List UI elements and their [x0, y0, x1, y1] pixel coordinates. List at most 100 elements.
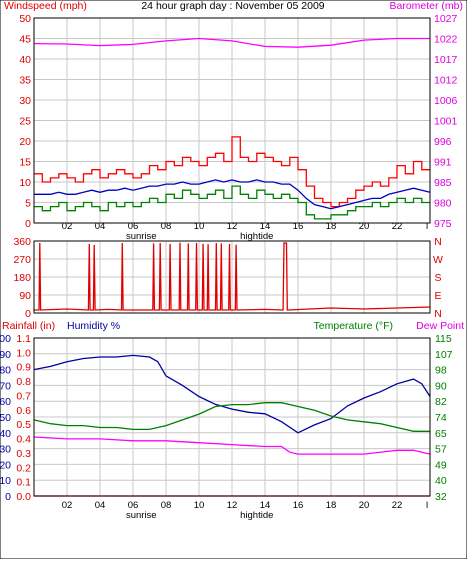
temperature-axis-label: Temperature (°F)	[314, 320, 393, 332]
wind-x-tick-label: 16	[293, 221, 304, 232]
rainfall-axis-label: Rainfall (in)	[2, 320, 55, 332]
humidity-line	[33, 354, 431, 434]
temperature-line	[33, 402, 430, 432]
rain-y-tick-label: 0.7	[16, 390, 31, 402]
wind-x-tick-label: 12	[227, 221, 238, 232]
climate-x-tick-label: l	[426, 500, 428, 511]
rain-y-tick-label: 0.2	[16, 462, 31, 474]
wind-x-tick-label: 20	[359, 221, 370, 232]
humidity-y-tick-label: 70	[0, 380, 11, 392]
direction-y-tick-label: 0	[25, 308, 31, 320]
wind-y-tick-label: 15	[19, 157, 31, 169]
direction-compass-label: W	[433, 254, 443, 266]
humidity-y-tick-label: 80	[0, 365, 11, 377]
temperature-y-tick-label: 65	[435, 428, 447, 440]
wind-x-tick-label: 14	[260, 221, 271, 232]
gust-line	[34, 136, 430, 208]
windspeed-axis-label: Windspeed (mph)	[4, 0, 87, 12]
climate-x-tick-label: 12	[227, 500, 238, 511]
rain-y-tick-label: 0.9	[16, 362, 31, 374]
climate-x-tick-label: 20	[359, 500, 370, 511]
humidity-y-tick-label: 20	[0, 459, 11, 471]
tick-label-layer: 0510152025303540455097598098599199610011…	[0, 13, 458, 521]
barometer-axis-label: Barometer (mb)	[389, 0, 463, 12]
humidity-y-tick-label: 60	[0, 396, 11, 408]
baro-y-tick-label: 1006	[434, 95, 458, 107]
baro-y-tick-label: 1022	[434, 34, 458, 46]
wind-y-tick-label: 40	[19, 54, 31, 66]
wind-x-tick-label: 02	[62, 221, 73, 232]
baro-y-tick-label: 1027	[434, 13, 458, 25]
temperature-y-tick-label: 82	[435, 396, 447, 408]
frame-layer	[33, 17, 431, 497]
baro-y-tick-label: 1017	[434, 54, 458, 66]
climate-x-tick-label: 08	[161, 500, 172, 511]
wind-x-tick-label: 04	[95, 221, 106, 232]
humidity-y-tick-label: 30	[0, 444, 11, 456]
temperature-y-tick-label: 107	[435, 349, 453, 361]
direction-compass-label: S	[434, 272, 441, 284]
humidity-y-tick-label: 10	[0, 475, 11, 487]
wind-y-tick-label: 50	[19, 13, 31, 25]
avg_wind-line	[34, 179, 431, 210]
baro-y-tick-label: 996	[434, 136, 452, 148]
rain-y-tick-label: 1.0	[16, 347, 31, 359]
humidity-y-tick-label: 90	[0, 349, 11, 361]
temperature-y-tick-label: 90	[435, 380, 447, 392]
hightide-annotation: hightide	[240, 510, 273, 521]
series-layer	[33, 37, 431, 497]
baro-y-tick-label: 985	[434, 177, 452, 189]
wind-y-tick-label: 30	[19, 95, 31, 107]
direction-y-tick-label: 180	[13, 272, 31, 284]
temperature-y-tick-label: 49	[435, 459, 447, 471]
direction-compass-label: N	[434, 236, 442, 248]
climate-x-tick-label: 10	[194, 500, 205, 511]
chart-title: 24 hour graph day : November 05 2009	[141, 0, 324, 12]
wind-x-tick-label: 06	[128, 221, 139, 232]
baro-y-tick-label: 1001	[434, 116, 458, 128]
wind-direction-line	[34, 242, 431, 311]
temperature-y-tick-label: 98	[435, 365, 447, 377]
green-line	[34, 185, 430, 220]
wind-panel-frame	[33, 17, 431, 224]
humidity-y-tick-label: 0	[5, 491, 11, 503]
temperature-y-tick-label: 40	[435, 475, 447, 487]
sunrise-annotation: sunrise	[126, 510, 157, 521]
wind-y-tick-label: 45	[19, 34, 31, 46]
climate-panel-frame	[33, 337, 431, 497]
direction-compass-label: N	[434, 308, 442, 320]
grid-layer	[34, 18, 430, 496]
rain-y-tick-label: 0.1	[16, 477, 31, 489]
baro-line	[33, 37, 430, 48]
rain-y-tick-label: 0.3	[16, 448, 31, 460]
baro-y-tick-label: 975	[434, 218, 452, 230]
rain-y-tick-label: 0.4	[16, 434, 31, 446]
baro-y-tick-label: 1012	[434, 75, 458, 87]
sunrise-annotation: sunrise	[126, 231, 157, 242]
temperature-y-tick-label: 115	[435, 333, 452, 345]
temperature-y-tick-label: 32	[435, 491, 447, 503]
rain-y-tick-label: 0.0	[16, 491, 31, 503]
wind-y-tick-label: 25	[19, 116, 31, 128]
direction-y-tick-label: 90	[19, 290, 31, 302]
direction-panel-frame	[33, 240, 431, 314]
rain-y-tick-label: 0.5	[16, 419, 31, 431]
humidity-axis-label: Humidity %	[67, 320, 120, 332]
direction-y-tick-label: 270	[13, 254, 31, 266]
climate-x-tick-label: 06	[128, 500, 139, 511]
humidity-y-tick-label: 100	[0, 333, 11, 345]
climate-x-tick-label: 16	[293, 500, 304, 511]
wind-x-tick-label: l	[426, 221, 428, 232]
temperature-y-tick-label: 74	[435, 412, 447, 424]
baro-y-tick-label: 991	[434, 157, 452, 169]
climate-x-tick-label: 14	[260, 500, 271, 511]
humidity-y-tick-label: 50	[0, 412, 11, 424]
hightide-annotation: hightide	[240, 231, 273, 242]
direction-compass-label: E	[434, 290, 441, 302]
climate-x-tick-label: 18	[326, 500, 337, 511]
dewpoint-line	[33, 436, 431, 455]
rain-y-tick-label: 0.6	[16, 405, 31, 417]
wind-y-tick-label: 5	[25, 198, 31, 210]
